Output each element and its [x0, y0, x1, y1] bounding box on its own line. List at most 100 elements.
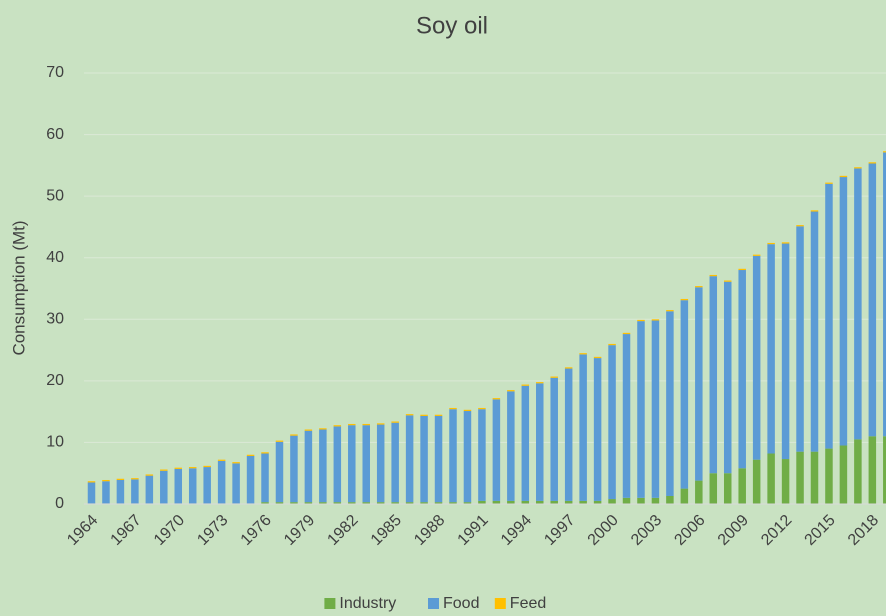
bar-segment — [709, 274, 718, 277]
bar-segment — [463, 411, 472, 503]
bar-segment — [752, 254, 761, 256]
y-tick-label: 50 — [46, 187, 64, 204]
bar-segment — [391, 502, 399, 504]
bar-segment — [695, 287, 703, 481]
bar-segment — [420, 502, 428, 504]
bar-segment — [420, 415, 428, 503]
y-tick-label: 70 — [46, 64, 64, 81]
bar-segment — [579, 353, 587, 355]
bar-segment — [232, 462, 240, 464]
bar-segment — [752, 459, 761, 504]
bar-segment — [434, 502, 443, 504]
bar-segment — [232, 463, 240, 504]
bar-segment — [449, 502, 457, 504]
y-axis-label: Consumption (Mt) — [9, 220, 28, 355]
bar-segment — [637, 497, 645, 504]
bar-segment — [507, 390, 515, 392]
bar-segment — [550, 376, 558, 378]
bar-segment — [160, 470, 168, 504]
bar-segment — [275, 502, 284, 504]
bar-segment — [810, 451, 819, 504]
bar-segment — [564, 500, 573, 504]
bar-segment — [521, 384, 530, 386]
bar-segment — [883, 436, 886, 504]
bar-segment — [290, 435, 298, 503]
bar-segment — [188, 468, 197, 504]
bar-segment — [608, 345, 616, 500]
bar-segment — [348, 502, 356, 504]
bar-segment — [116, 479, 125, 504]
bar-segment — [868, 163, 877, 437]
bar-segment — [376, 502, 385, 504]
bar-segment — [738, 268, 746, 271]
bar-segment — [449, 407, 457, 410]
bar-segment — [825, 183, 833, 449]
bar-segment — [319, 429, 327, 503]
bar-segment — [217, 459, 226, 461]
bar-segment — [290, 434, 298, 436]
bar-segment — [868, 436, 877, 504]
bar-segment — [304, 502, 313, 504]
bar-segment — [492, 399, 501, 501]
bar-segment — [246, 454, 255, 456]
bar-segment — [622, 497, 631, 504]
bar-segment — [290, 502, 298, 504]
bar-segment — [492, 398, 501, 400]
bar-segment — [391, 421, 399, 423]
bar-segment — [839, 445, 848, 504]
y-tick-label: 60 — [46, 126, 64, 143]
bar-segment — [521, 385, 530, 501]
bar-segment — [810, 210, 819, 212]
bar-segment — [839, 177, 848, 446]
y-tick-label: 0 — [55, 495, 64, 512]
bar-segment — [723, 280, 732, 282]
bar-segment — [666, 495, 674, 504]
bar-segment — [492, 500, 501, 504]
bar-segment — [723, 281, 732, 474]
bar-segment — [319, 428, 327, 430]
bar-segment — [637, 319, 645, 322]
bar-segment — [304, 429, 313, 431]
y-tick-label: 40 — [46, 249, 64, 266]
bar-segment — [102, 479, 110, 482]
legend-label: Industry — [339, 595, 396, 612]
bar-segment — [449, 409, 457, 503]
bar-segment — [405, 502, 414, 504]
bar-segment — [637, 321, 645, 498]
bar-segment — [145, 475, 154, 504]
bar-segment — [348, 425, 356, 503]
bar-segment — [608, 499, 616, 504]
bar-segment — [738, 468, 746, 504]
bar-segment — [608, 343, 616, 346]
bar-segment — [883, 151, 886, 153]
bar-segment — [781, 242, 790, 244]
bar-segment — [463, 409, 472, 412]
bar-segment — [536, 382, 544, 384]
bar-segment — [87, 481, 96, 483]
bar-segment — [767, 242, 775, 245]
bar-segment — [796, 451, 804, 504]
bar-segment — [781, 243, 790, 460]
bar-segment — [781, 459, 790, 504]
chart-title: Soy oil — [416, 12, 488, 39]
bar-segment — [767, 453, 775, 504]
bar-segment — [376, 424, 385, 503]
bar-segment — [767, 244, 775, 454]
bar-segment — [854, 167, 862, 169]
legend-swatch — [494, 598, 506, 609]
bar-segment — [376, 423, 385, 425]
legend-swatch — [428, 598, 439, 609]
bar-segment — [87, 482, 96, 504]
bar-segment — [883, 152, 886, 437]
bar-segment — [463, 502, 472, 504]
bar-segment — [478, 500, 486, 504]
bar-segment — [275, 441, 284, 503]
bar-segment — [536, 500, 544, 504]
bar-segment — [478, 407, 486, 410]
bar-segment — [709, 276, 718, 474]
bar-segment — [825, 448, 833, 504]
bar-segment — [174, 468, 183, 504]
y-tick-label: 30 — [46, 311, 64, 328]
bar-segment — [348, 423, 356, 426]
bar-segment — [116, 478, 125, 480]
